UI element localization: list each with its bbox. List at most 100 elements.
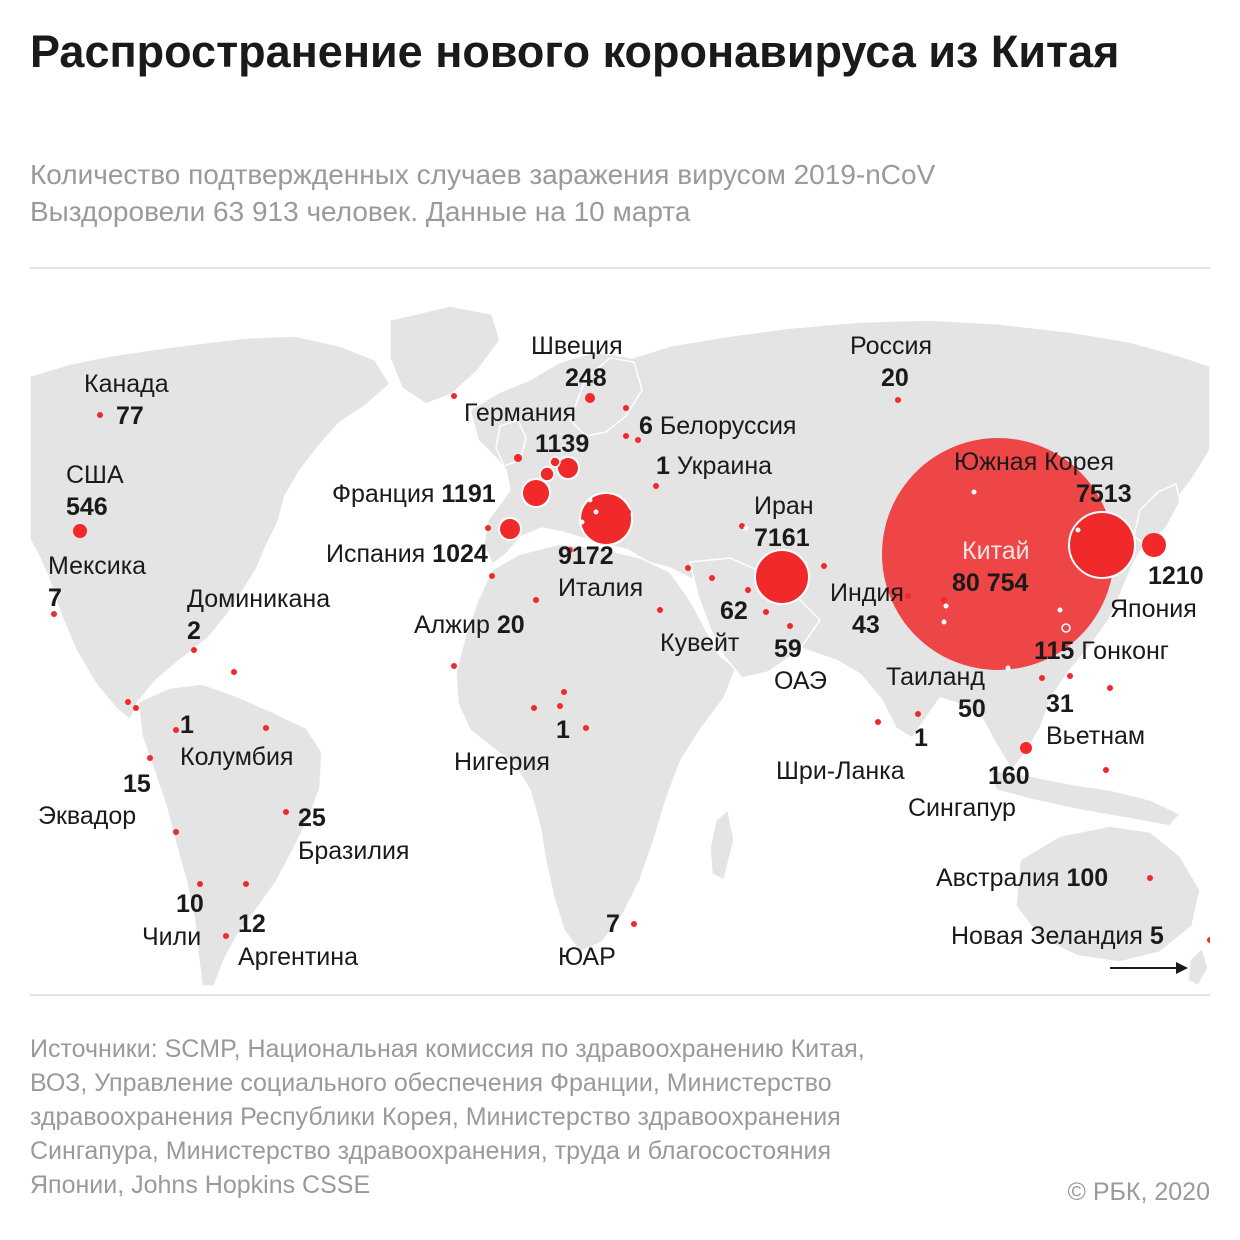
dot-dominicana — [191, 647, 197, 653]
dot-senegal — [531, 705, 537, 711]
label-italy: Италия — [558, 574, 644, 602]
label-australia-name: Австралия — [936, 864, 1060, 892]
label-india: Индия — [830, 579, 904, 607]
label-italy-value: 9172 — [558, 542, 614, 570]
dot-uae — [763, 609, 769, 615]
land-scandinavia — [569, 357, 643, 437]
label-sar-value: 7 — [606, 910, 620, 938]
label-hongkong-value: 115 — [1034, 637, 1075, 665]
label-germany-value: 1139 — [535, 430, 590, 458]
label-colombia-value: 1 — [180, 711, 194, 739]
dot-oman — [787, 623, 793, 629]
bubble-europe-small-2 — [549, 456, 561, 468]
dot-cambodia — [1039, 675, 1045, 681]
label-belarus-value: 6 — [639, 412, 653, 440]
label-chile: Чили — [142, 923, 202, 951]
label-canada: Канада — [84, 369, 169, 399]
bubble-france — [521, 478, 551, 508]
bubble-iran — [754, 549, 810, 605]
dot-philippines — [1107, 685, 1113, 691]
page-title: Распространение нового коронавируса из К… — [30, 26, 1120, 77]
dot-greece — [623, 523, 629, 529]
label-japan: Япония — [1110, 595, 1197, 623]
label-spain: Испания 1024 — [326, 539, 488, 569]
label-dominicana: Доминикана — [187, 585, 331, 613]
dot-balkans — [625, 509, 631, 515]
dot-morocco — [489, 573, 495, 579]
bubble-sweden — [585, 393, 595, 403]
dot-china-marker-4 — [1057, 607, 1063, 613]
dot-sri-lanka — [915, 711, 921, 717]
bubbles-layer — [51, 393, 1210, 943]
bubble-germany — [556, 456, 580, 480]
land-new-zealand — [1187, 946, 1209, 988]
sources-line-3: здравоохранения Республики Корея, Минист… — [30, 1103, 841, 1131]
top-divider — [30, 267, 1210, 269]
label-newzealand-value: 5 — [1149, 922, 1164, 950]
label-dominicana-value: 2 — [187, 617, 201, 645]
subtitle-line-2: Выздоровели 63 913 человек. Данные на 10… — [30, 196, 691, 227]
label-algeria: Алжир 20 — [414, 610, 525, 640]
label-germany: Германия — [464, 399, 577, 427]
label-sweden-value: 248 — [565, 364, 607, 392]
label-nigeria: Нигерия — [454, 748, 550, 776]
dot-portugal — [485, 525, 491, 531]
label-uae-value: 59 — [774, 635, 802, 663]
dot-china-marker-3 — [1005, 665, 1011, 671]
dot-peru — [173, 829, 179, 835]
map-svg — [30, 305, 1210, 988]
label-usa-value: 546 — [66, 493, 108, 521]
label-thailand: Таиланд — [886, 663, 985, 691]
label-kuwait-value: 62 — [720, 597, 748, 625]
label-china-value: 80 754 — [952, 569, 1029, 597]
dot-kuwait — [745, 587, 751, 593]
label-algeria-name: Алжир — [414, 611, 490, 639]
label-korea-value: 7513 — [1076, 480, 1132, 508]
label-canada-name: Канада — [84, 370, 169, 398]
dot-algeria — [533, 597, 539, 603]
label-brazil-value: 25 — [298, 804, 326, 832]
label-france-name: Франция — [332, 480, 435, 508]
label-mexico: Мексика — [48, 552, 147, 580]
label-kuwait: Кувейт — [660, 629, 740, 657]
dot-mexico — [51, 611, 57, 617]
world-map: Канада 77 США 546 Мексика 7 Доминикана 2… — [30, 300, 1210, 990]
label-sar: ЮАР — [558, 943, 616, 971]
dot-belarus — [635, 437, 641, 443]
dot-australia — [1147, 875, 1153, 881]
label-russia-value: 20 — [881, 364, 909, 392]
dot-west-africa — [451, 663, 457, 669]
arrow — [1110, 962, 1188, 974]
dot-brazil — [283, 809, 289, 815]
label-usa: США — [66, 461, 124, 489]
dot-central-america-2 — [133, 705, 139, 711]
dot-argentina — [223, 933, 229, 939]
bottom-divider — [30, 994, 1210, 996]
bubble-south-korea — [1068, 511, 1136, 579]
label-belarus-name: Белоруссия — [659, 412, 797, 440]
label-uae: ОАЭ — [774, 667, 827, 695]
label-ukraine-name: Украина — [676, 452, 773, 480]
label-singapore-value: 160 — [988, 762, 1030, 790]
dot-china-marker-1 — [943, 603, 949, 609]
subtitle-line-1: Количество подтвержденных случаев зараже… — [30, 159, 936, 190]
copyright: © РБК, 2020 — [1067, 1178, 1210, 1206]
label-spain-name: Испания — [326, 540, 426, 568]
label-mexico-value: 7 — [48, 584, 62, 612]
label-colombia: Колумбия — [180, 743, 294, 771]
dot-italy-marker-2 — [593, 509, 599, 515]
label-ecuador: Эквадор — [38, 802, 137, 830]
dot-ecuador — [147, 755, 153, 761]
label-sweden: Швеция — [531, 332, 623, 360]
label-nigeria-value: 1 — [556, 716, 570, 744]
label-iran-value: 7161 — [754, 524, 810, 552]
dot-chile — [197, 881, 203, 887]
dot-iran-marker — [743, 525, 749, 531]
dot-sar — [631, 921, 637, 927]
dot-caribbean — [231, 669, 237, 675]
bubble-usa — [73, 524, 87, 538]
dot-tunisia — [567, 547, 573, 553]
label-hongkong-name: Гонконг — [1081, 637, 1169, 665]
label-france: Франция 1191 — [332, 479, 496, 509]
land-south-america — [137, 683, 323, 987]
